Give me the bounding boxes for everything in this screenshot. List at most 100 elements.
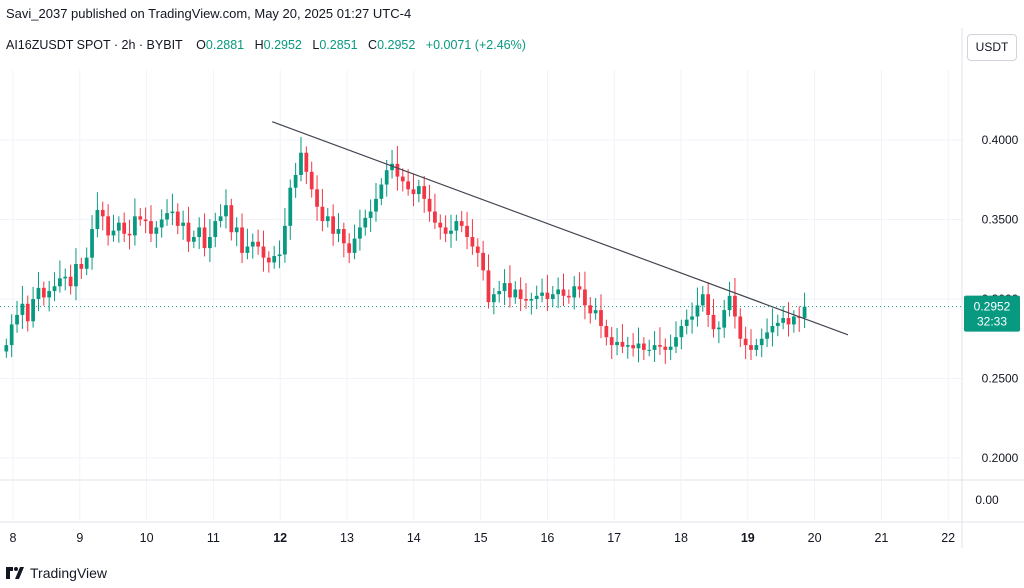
candle-body — [224, 205, 228, 217]
candle-body — [315, 189, 319, 207]
currency-unit-button[interactable]: USDT — [967, 34, 1017, 61]
candle-body — [711, 314, 716, 330]
candle-body — [513, 289, 518, 298]
candle-body — [213, 221, 218, 237]
candle-body — [245, 246, 250, 253]
candle-body — [706, 294, 711, 315]
candle-body — [593, 310, 598, 314]
tradingview-icon — [6, 567, 24, 579]
candle-body — [636, 343, 641, 349]
descending-trendline[interactable] — [271, 121, 849, 336]
candle-body — [138, 216, 143, 220]
candle-body — [234, 227, 239, 233]
time-tick-label: 14 — [407, 531, 421, 545]
candle-body — [695, 305, 700, 317]
candle-body — [690, 316, 694, 320]
high-label: H — [254, 38, 264, 52]
candle-body — [416, 186, 421, 195]
candle-body — [256, 241, 260, 247]
candle-body — [566, 295, 571, 298]
candle-body — [341, 229, 346, 244]
candle-body — [191, 236, 196, 242]
candle-body — [175, 211, 180, 226]
candle-body — [502, 283, 507, 292]
candle-body — [390, 163, 394, 171]
candle-body — [775, 322, 780, 327]
candle-body — [218, 216, 223, 222]
candle-body — [74, 264, 78, 287]
candle-body — [400, 176, 405, 182]
candle-body — [641, 343, 646, 350]
candle-body — [363, 217, 368, 228]
candle-body — [749, 345, 753, 350]
open-value: 0.2881 — [205, 38, 245, 52]
candle-body — [652, 345, 657, 350]
candle-body — [609, 337, 614, 346]
candle-body — [406, 181, 411, 190]
candle-body — [733, 295, 737, 317]
tradingview-logo[interactable]: TradingView — [6, 565, 107, 581]
candle-body — [459, 221, 464, 226]
candle-body — [486, 270, 491, 303]
candle-body — [25, 303, 30, 322]
candle-body — [106, 216, 110, 236]
candle-body — [759, 338, 764, 346]
candle-body — [379, 184, 384, 199]
symbol-legend: AI16ZUSDT SPOT · 2h · BYBIT O0.2881 H0.2… — [6, 38, 526, 52]
candle-body — [433, 211, 437, 223]
candle-body — [299, 152, 303, 175]
candle-body — [15, 314, 19, 325]
time-tick-label: 9 — [76, 531, 83, 545]
candle-body — [368, 211, 373, 218]
candle-body — [170, 211, 175, 214]
candle-body — [475, 246, 480, 253]
candle-body — [4, 345, 9, 352]
candle-body — [497, 291, 502, 295]
candle-body — [58, 278, 62, 287]
candle-body — [320, 206, 325, 222]
candle-body — [79, 264, 84, 269]
candle-body — [288, 187, 293, 226]
candle-body — [583, 289, 587, 306]
time-tick-label: 22 — [941, 531, 955, 545]
candle-body — [599, 310, 603, 327]
candle-body — [154, 227, 159, 234]
change-value: +0.0071 (+2.46%) — [425, 38, 526, 52]
candle-body — [229, 205, 234, 233]
candle-body — [250, 241, 255, 247]
candle-body — [765, 332, 769, 339]
candle-body — [738, 316, 743, 339]
candle-body — [186, 222, 191, 242]
candle-body — [36, 287, 41, 299]
candle-body — [197, 227, 202, 237]
candle-body — [620, 341, 625, 347]
candle-body — [358, 227, 362, 239]
close-label: C — [368, 38, 378, 52]
candle-body — [422, 186, 427, 199]
candle-body — [577, 286, 582, 290]
candle-body — [304, 152, 309, 172]
candle-body — [663, 346, 668, 350]
candle-body — [449, 230, 453, 234]
time-tick-label: 18 — [674, 531, 688, 545]
candle-body — [266, 257, 271, 263]
candle-body — [625, 345, 630, 347]
candle-body — [95, 209, 100, 230]
time-tick-label: 17 — [607, 531, 621, 545]
candle-body — [143, 219, 148, 222]
candle-body — [518, 289, 523, 299]
candle-body — [63, 276, 68, 279]
candle-body — [540, 292, 544, 296]
candle-body — [465, 225, 469, 237]
candle-body — [491, 294, 496, 303]
candle-body — [791, 316, 796, 325]
symbol-name[interactable]: AI16ZUSDT SPOT · 2h · BYBIT — [6, 38, 183, 52]
time-tick-label: 12 — [273, 531, 287, 545]
trendline-layer[interactable] — [271, 121, 849, 336]
candle-body — [668, 346, 673, 350]
candle-body — [684, 319, 689, 327]
candle-body — [524, 299, 528, 301]
candle-body — [384, 170, 389, 185]
candle-body — [47, 291, 52, 298]
